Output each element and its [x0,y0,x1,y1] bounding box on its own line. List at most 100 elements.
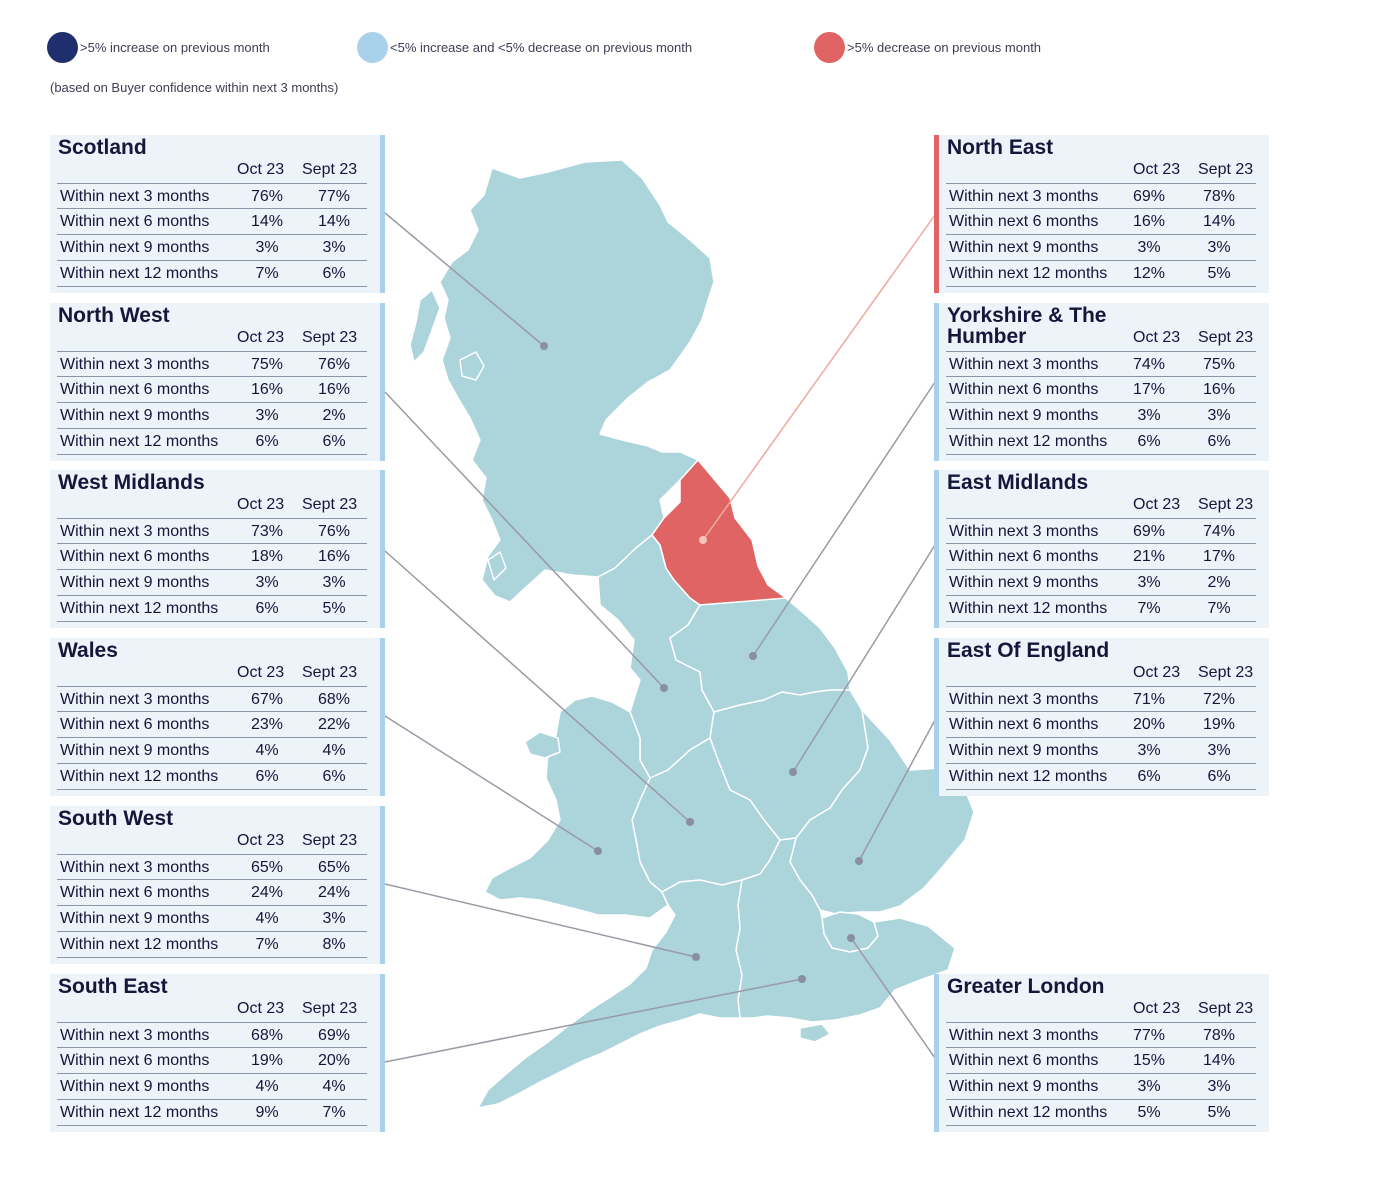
region-shape-wales[interactable] [484,695,669,919]
leader-line-north-west [384,391,665,689]
region-point-north-west [660,684,668,692]
row-label: Within next 3 months [60,691,210,708]
row-label: Within next 9 months [60,1078,210,1095]
table-row: Within next 9 months 3% 2% [57,403,367,429]
row-label: Within next 12 months [949,768,1108,785]
table-row: Within next 3 months 67% 68% [57,686,367,712]
row-label: Within next 12 months [60,600,219,617]
region-table: Within next 3 months 74% 75% Within next 6 … [946,351,1256,455]
sept-value: 6% [322,768,346,785]
row-label: Within next 12 months [949,433,1108,450]
oct-value: 20% [1132,716,1166,733]
sept-value: 6% [322,265,346,282]
oct-value: 6% [1137,768,1161,785]
sept-value: 3% [1207,742,1231,759]
oct-value: 15% [1132,1052,1166,1069]
leader-line-west-midlands [384,550,691,823]
table-row: Within next 12 months 9% 7% [57,1100,367,1126]
row-label: Within next 6 months [60,716,210,733]
region-card-east-midlands: East Midlands Oct 23 Sept 23 Within next 3 … [934,470,1269,628]
row-label: Within next 9 months [949,574,1099,591]
row-label: Within next 3 months [949,356,1099,373]
region-table: Within next 3 months 75% 76% Within next 6 … [57,351,367,455]
legend-label-decrease: >5% decrease on previous month [847,39,1042,55]
table-row: Within next 9 months 3% 3% [946,235,1256,261]
sept-value: 75% [1202,356,1236,373]
region-table: Within next 3 months 67% 68% Within next 6 … [57,686,367,790]
sept-value: 4% [322,742,346,759]
sept-value: 7% [322,1104,346,1121]
row-label: Within next 3 months [60,523,210,540]
region-point-south-west [692,953,700,961]
oct-value: 24% [250,884,284,901]
region-title: Scotland [58,136,147,159]
oct-value: 23% [250,716,284,733]
row-label: Within next 12 months [949,1104,1108,1121]
leader-line-yorkshire [752,381,936,657]
sept-value: 14% [317,213,351,230]
row-label: Within next 12 months [60,936,219,953]
row-label: Within next 3 months [60,356,210,373]
oct-value: 7% [255,265,279,282]
legend-label-stable: <5% increase and <5% decrease on previou… [390,39,693,55]
column-header-oct: Oct 23 [1133,664,1181,681]
oct-value: 5% [1137,1104,1161,1121]
sept-value: 6% [322,433,346,450]
region-card-west-midlands: West Midlands Oct 23 Sept 23 Within next 3 … [50,470,385,628]
land-group [409,159,975,1109]
legend-item-increase: >5% increase on previous month [47,31,270,63]
leader-line-north-east [702,214,936,541]
row-label: Within next 9 months [60,910,210,927]
table-row: Within next 12 months 7% 8% [57,932,367,958]
oct-value: 3% [255,574,279,591]
region-title: North West [58,304,170,327]
table-row: Within next 3 months 68% 69% [57,1022,367,1048]
region-shape-skye [459,351,485,381]
table-row: Within next 6 months 19% 20% [57,1048,367,1074]
region-shape-south-west[interactable] [477,879,743,1109]
region-shape-anglesey [524,731,561,759]
sept-value: 3% [322,574,346,591]
oct-value: 14% [250,213,284,230]
column-header-sept: Sept 23 [302,664,358,681]
oct-value: 9% [255,1104,279,1121]
row-label: Within next 9 months [949,239,1099,256]
leader-line-scotland [384,212,545,347]
table-row: Within next 6 months 17% 16% [946,377,1256,403]
table-row: Within next 9 months 3% 3% [946,403,1256,429]
oct-value: 6% [1137,433,1161,450]
leader-line-east-midlands [792,544,936,773]
row-label: Within next 6 months [60,548,210,565]
column-header-oct: Oct 23 [1133,329,1181,346]
region-point-south-east [798,975,806,983]
sept-value: 19% [1202,716,1236,733]
row-label: Within next 3 months [949,523,1099,540]
table-row: Within next 12 months 6% 6% [946,429,1256,455]
region-title: East Midlands [947,471,1089,494]
oct-value: 69% [1132,188,1166,205]
row-label: Within next 6 months [60,381,210,398]
column-header-oct: Oct 23 [237,664,285,681]
sept-value: 2% [322,407,346,424]
oct-value: 16% [250,381,284,398]
row-label: Within next 6 months [949,548,1099,565]
column-header-sept: Sept 23 [302,329,358,346]
region-table: Within next 3 months 73% 76% Within next 6 … [57,518,367,622]
sept-value: 3% [322,910,346,927]
table-row: Within next 3 months 76% 77% [57,183,367,209]
sept-value: 6% [1207,768,1231,785]
table-row: Within next 3 months 77% 78% [946,1022,1256,1048]
table-row: Within next 9 months 3% 3% [946,1074,1256,1100]
column-header-sept: Sept 23 [302,832,358,849]
oct-value: 7% [1137,600,1161,617]
column-header-oct: Oct 23 [237,1000,285,1017]
column-header-oct: Oct 23 [1133,496,1181,513]
row-label: Within next 3 months [60,188,210,205]
oct-value: 3% [1137,742,1161,759]
column-header-sept: Sept 23 [1198,161,1254,178]
row-label: Within next 12 months [60,1104,219,1121]
sept-value: 14% [1202,213,1236,230]
region-card-north-west: North West Oct 23 Sept 23 Within next 3 mon… [50,303,385,461]
column-header-oct: Oct 23 [1133,161,1181,178]
oct-value: 76% [250,188,284,205]
